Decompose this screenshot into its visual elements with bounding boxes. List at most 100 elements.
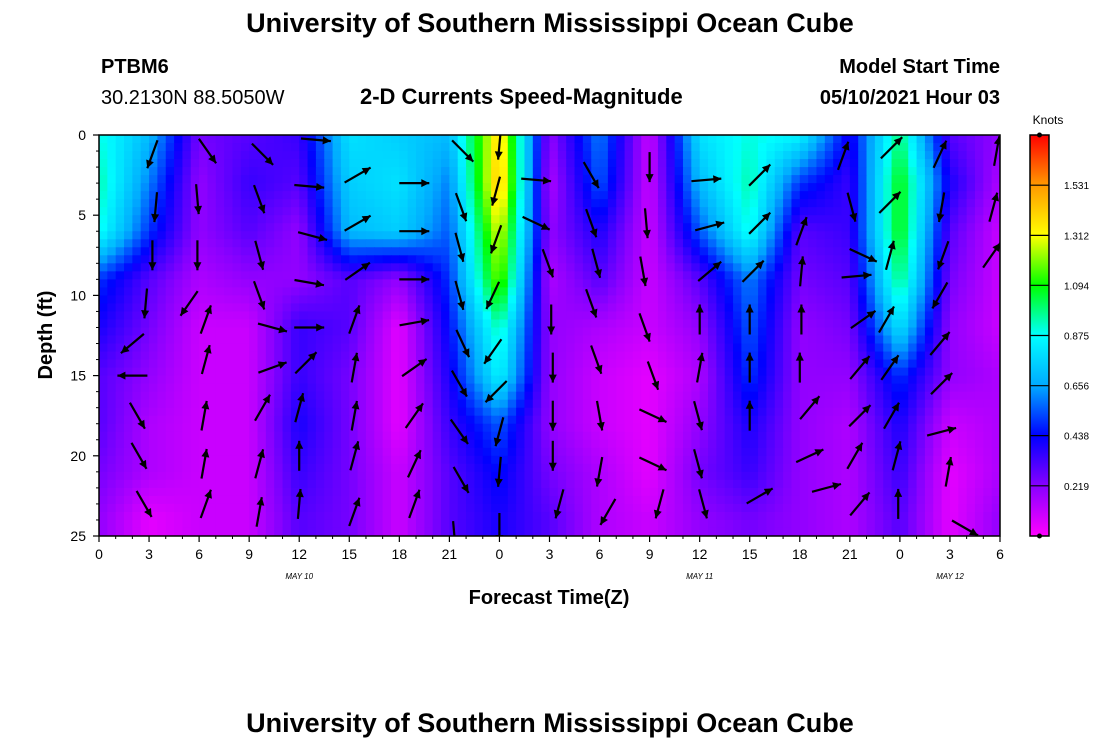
heat-cell [457, 407, 467, 417]
heat-cell [916, 351, 926, 361]
heat-cell [449, 247, 459, 256]
heat-cell [716, 311, 726, 321]
heat-cell [307, 151, 317, 160]
heat-cell [207, 503, 217, 513]
heat-cell [799, 439, 809, 449]
heat-cell [716, 455, 726, 465]
heat-cell [574, 319, 584, 329]
heat-cell [99, 191, 108, 200]
heat-cell [474, 167, 484, 176]
heat-cell [124, 359, 133, 369]
heat-cell [149, 375, 158, 385]
heat-cell [491, 391, 501, 401]
heat-cell [207, 455, 217, 465]
heat-cell [966, 191, 976, 200]
heat-cell [499, 463, 509, 473]
heat-cell [474, 239, 484, 248]
heat-cell [482, 199, 492, 208]
heat-cell [966, 151, 976, 160]
heat-cell [724, 335, 734, 345]
heat-cell [858, 263, 868, 272]
heat-cell [382, 351, 392, 361]
heat-cell [215, 143, 225, 152]
heat-cell [749, 391, 759, 401]
heat-cell [290, 495, 300, 505]
heat-cell [432, 231, 442, 240]
heat-cell [257, 175, 267, 184]
heat-cell [416, 223, 425, 232]
heat-cell [866, 415, 876, 425]
heat-cell [699, 487, 709, 497]
heat-cell [265, 399, 275, 409]
heat-cell [107, 175, 117, 184]
heat-cell [741, 279, 751, 288]
heat-cell [424, 455, 434, 465]
heat-cell [524, 375, 534, 385]
heat-cell [232, 367, 242, 377]
heat-cell [365, 351, 375, 361]
heat-cell [290, 231, 300, 240]
heat-cell [382, 407, 392, 417]
heat-cell [107, 183, 117, 192]
heat-cell [966, 215, 976, 224]
heat-cell [949, 143, 959, 152]
heat-cell [157, 391, 167, 401]
heat-cell [908, 391, 918, 401]
heat-cell [132, 471, 142, 481]
heat-cell [407, 375, 417, 385]
heat-cell [416, 287, 425, 296]
heat-cell [941, 455, 951, 465]
heat-cell [657, 223, 667, 232]
heat-cell [516, 495, 526, 505]
heat-cell [766, 215, 776, 224]
heat-cell [557, 223, 567, 232]
heat-cell [390, 207, 400, 216]
heat-cell [966, 447, 976, 457]
heat-cell [799, 159, 809, 168]
heat-cell [107, 439, 117, 449]
heat-cell [666, 207, 676, 216]
heat-cell [766, 479, 776, 489]
heat-cell [207, 303, 217, 313]
heat-cell [282, 311, 292, 321]
heat-cell [424, 143, 434, 152]
heat-cell [274, 223, 284, 232]
heat-cell [424, 303, 434, 313]
heat-cell [357, 319, 367, 329]
heat-cell [199, 423, 209, 433]
heat-cell [783, 335, 793, 345]
heat-cell [240, 383, 250, 393]
heat-cell [758, 455, 767, 465]
heat-cell [808, 135, 818, 144]
heat-cell [974, 455, 984, 465]
heat-cell [482, 399, 492, 409]
heat-cell [115, 159, 125, 168]
heat-cell [215, 367, 225, 377]
heat-cell [466, 335, 476, 345]
heat-cell [591, 423, 601, 433]
heat-cell [816, 167, 826, 176]
heat-cell [441, 255, 450, 264]
heat-cell [816, 143, 826, 152]
heat-cell [649, 207, 659, 216]
heat-cell [758, 151, 767, 160]
heat-cell [816, 423, 826, 433]
heat-cell [224, 399, 234, 409]
heat-cell [566, 167, 576, 176]
heat-cell [107, 287, 117, 296]
heat-cell [649, 215, 659, 224]
heat-cell [382, 175, 392, 184]
heat-cell [332, 167, 342, 176]
heat-cell [190, 215, 200, 224]
heat-cell [758, 191, 767, 200]
heat-cell [632, 375, 642, 385]
heat-cell [290, 463, 300, 473]
heat-cell [265, 295, 275, 305]
heat-cell [165, 223, 175, 232]
heat-cell [449, 407, 459, 417]
heat-cell [424, 199, 434, 208]
heat-cell [332, 287, 342, 296]
heat-cell [849, 327, 859, 337]
heat-cell [174, 487, 184, 497]
heat-cell [249, 199, 259, 208]
